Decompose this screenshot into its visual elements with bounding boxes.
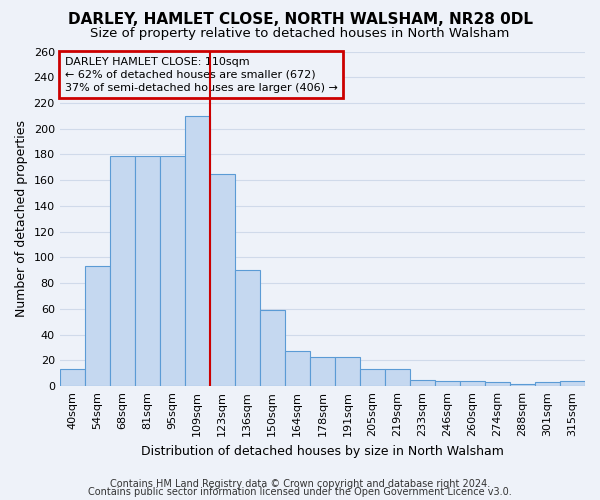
Bar [210,174,235,386]
Text: Contains public sector information licensed under the Open Government Licence v3: Contains public sector information licen… [88,487,512,497]
Bar [435,381,460,386]
Bar [460,381,485,386]
Bar [410,380,435,386]
Bar [485,382,510,386]
Bar [260,310,285,386]
Bar [135,156,160,386]
Bar [285,352,310,386]
Bar [110,156,135,386]
Text: DARLEY, HAMLET CLOSE, NORTH WALSHAM, NR28 0DL: DARLEY, HAMLET CLOSE, NORTH WALSHAM, NR2… [67,12,533,28]
Bar [59,370,85,386]
Bar [85,266,110,386]
Bar [335,356,360,386]
X-axis label: Distribution of detached houses by size in North Walsham: Distribution of detached houses by size … [141,444,504,458]
Bar [360,370,385,386]
Bar [185,116,210,386]
Bar [535,382,560,386]
Text: Contains HM Land Registry data © Crown copyright and database right 2024.: Contains HM Land Registry data © Crown c… [110,479,490,489]
Bar [560,381,585,386]
Bar [310,356,335,386]
Text: DARLEY HAMLET CLOSE: 110sqm
← 62% of detached houses are smaller (672)
37% of se: DARLEY HAMLET CLOSE: 110sqm ← 62% of det… [65,56,338,93]
Y-axis label: Number of detached properties: Number of detached properties [15,120,28,318]
Bar [235,270,260,386]
Bar [385,370,410,386]
Bar [160,156,185,386]
Bar [510,384,535,386]
Text: Size of property relative to detached houses in North Walsham: Size of property relative to detached ho… [91,28,509,40]
